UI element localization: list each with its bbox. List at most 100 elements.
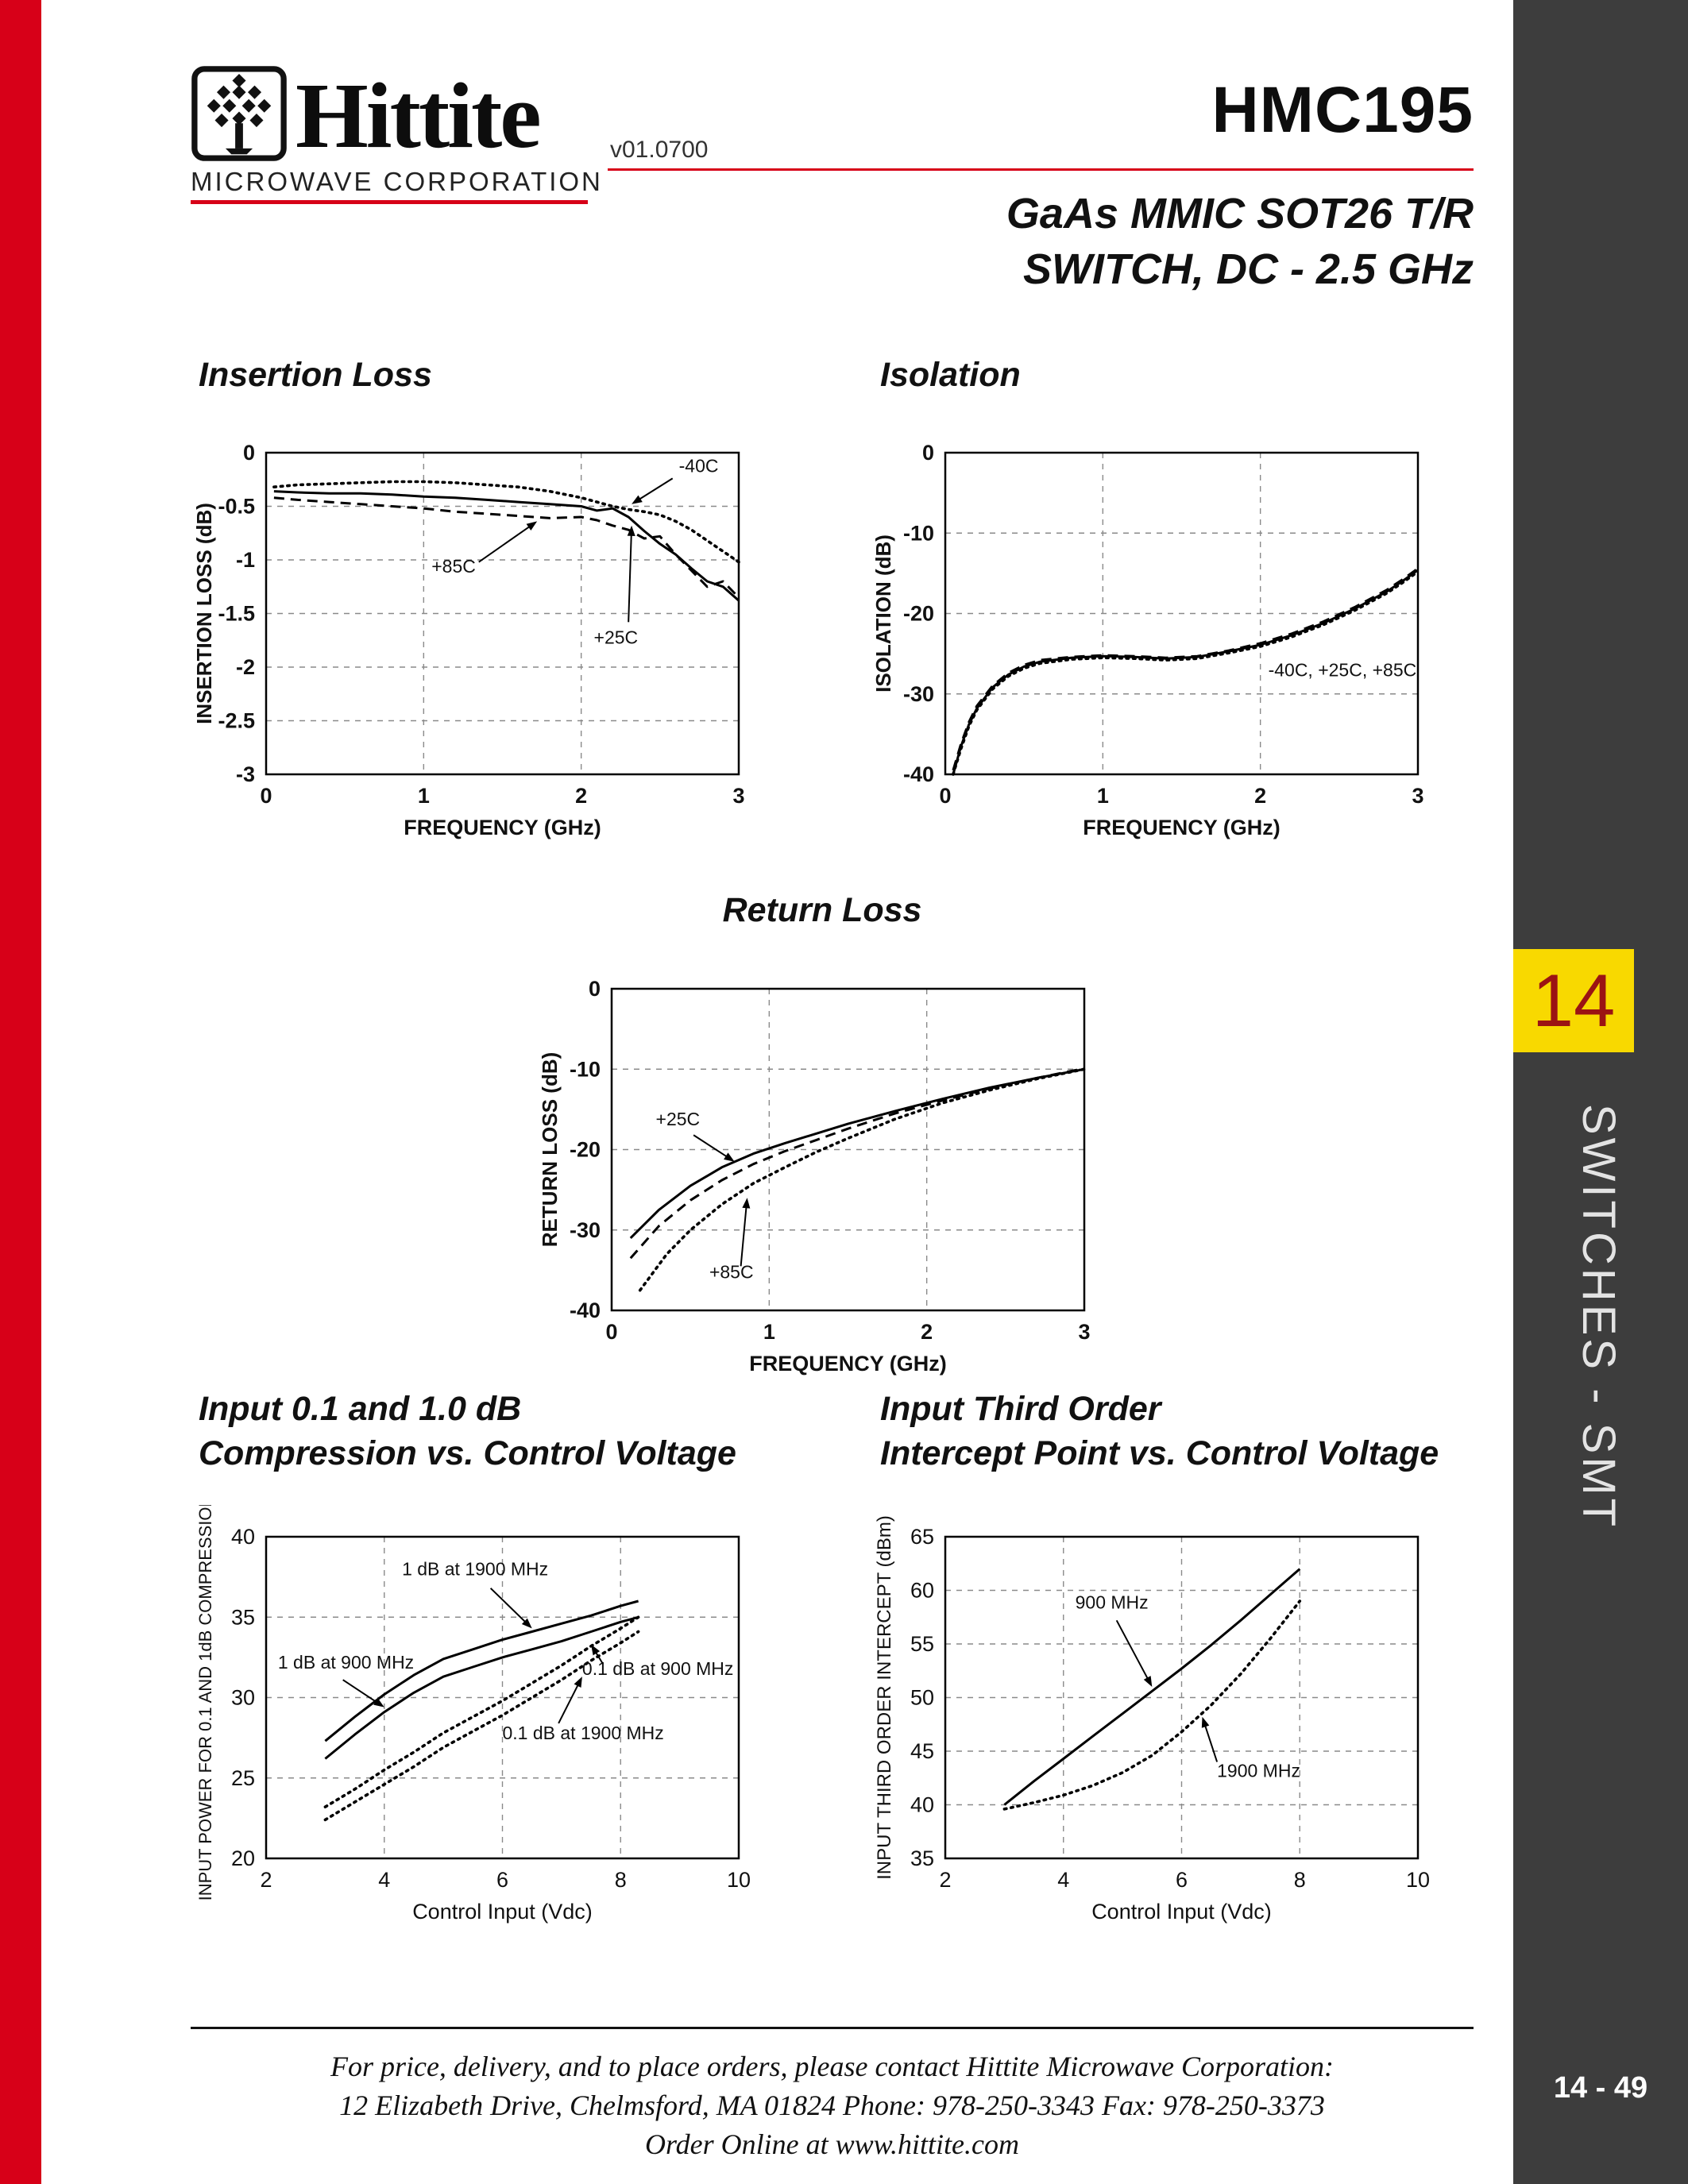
- x-tick-label: 8: [1294, 1868, 1306, 1892]
- y-tick-label: -10: [570, 1057, 601, 1081]
- part-number: HMC195: [1211, 74, 1474, 146]
- x-tick-label: 2: [939, 1868, 951, 1892]
- y-tick-label: -30: [570, 1218, 601, 1242]
- y-tick-label: -30: [903, 682, 934, 706]
- plot-border: [944, 451, 1420, 776]
- logo-subtext: MICROWAVE CORPORATION: [191, 167, 603, 196]
- annotation-arrow-head: [724, 1152, 735, 1162]
- chart-compression: 2 4 6 8 10 20 25 30 35 40 Control Input (Vdc) INPUT…: [191, 1495, 763, 1934]
- annotation-arrow-head: [373, 1698, 384, 1707]
- x-tick-label: 4: [1057, 1868, 1069, 1892]
- chapter-tab: 14: [1513, 949, 1634, 1052]
- annotation-arrow-head: [591, 1644, 601, 1656]
- subtitle-line2: SWITCH, DC - 2.5 GHz: [1022, 245, 1474, 293]
- subtitle-line1: GaAs MMIC SOT26 T/R: [1006, 190, 1474, 237]
- x-tick-label: 8: [615, 1868, 627, 1892]
- annotation-label: 1 dB at 1900 MHz: [402, 1559, 548, 1580]
- y-tick-label: 60: [910, 1579, 934, 1603]
- annotation-label: 1 dB at 900 MHz: [278, 1652, 414, 1673]
- y-axis-title: INPUT POWER FOR 0.1 AND 1dB COMPRESSION: [195, 1505, 215, 1900]
- annotation-label: 1900 MHz: [1217, 1760, 1300, 1781]
- footer-line2: 12 Elizabeth Drive, Chelmsford, MA 01824…: [339, 2089, 1325, 2121]
- x-axis-title: FREQUENCY (GHz): [404, 816, 601, 839]
- x-tick-label: 3: [1412, 784, 1423, 808]
- chart-return-loss: 0 1 2 3 0 -10 -20 -30 -40 FREQUENCY (GHz) RETURN L…: [536, 957, 1108, 1386]
- y-axis-title: INPUT THIRD ORDER INTERCEPT (dBm): [874, 1515, 895, 1880]
- chart-title-compression-line1: Input 0.1 and 1.0 dB: [199, 1390, 522, 1428]
- annotation-label: -40C: [679, 455, 719, 476]
- series-+85C: [638, 1067, 1086, 1292]
- annotation-label: +25C: [594, 627, 639, 647]
- chart-title-return-loss: Return Loss: [722, 891, 922, 929]
- annotation-arrow-head: [574, 1677, 582, 1688]
- y-tick-label: -10: [903, 521, 934, 545]
- series-1900 MHz: [1002, 1599, 1302, 1811]
- annotation-arrow-line: [558, 1682, 580, 1724]
- x-tick-label: 2: [260, 1868, 272, 1892]
- x-axis-title: FREQUENCY (GHz): [749, 1352, 947, 1376]
- y-tick-label: -2.5: [218, 709, 255, 733]
- series-+85C: [273, 496, 740, 599]
- annotation-label: 900 MHz: [1076, 1592, 1149, 1612]
- isolation-plot: 0 1 2 3 0 -10 -20 -30 -40 FREQUENCY (GHz) ISOLATIO…: [871, 441, 1424, 839]
- footer: For price, delivery, and to place orders…: [191, 2047, 1474, 2164]
- x-tick-label: 0: [605, 1320, 617, 1344]
- y-tick-label: -20: [903, 602, 934, 626]
- series--40C: [272, 480, 740, 564]
- x-tick-label: 10: [1406, 1868, 1430, 1892]
- annotation-label: +85C: [709, 1262, 754, 1283]
- y-tick-label: 55: [910, 1632, 934, 1656]
- series-0.1 dB at 900 MHz: [323, 1615, 640, 1808]
- y-tick-label: 65: [910, 1525, 934, 1549]
- y-tick-label: 30: [231, 1686, 255, 1710]
- x-tick-label: 2: [575, 784, 587, 808]
- series-+25C: [273, 490, 740, 602]
- series-0.1 dB at 1900 MHz: [323, 1630, 640, 1822]
- annotation-arrow-head: [526, 521, 538, 531]
- series-+25C: [952, 567, 1419, 771]
- annotation-arrow-line: [342, 1679, 379, 1704]
- annotation-arrow-line: [1203, 1723, 1219, 1762]
- chart-title-compression-line2: Compression vs. Control Voltage: [199, 1434, 736, 1472]
- annotation-arrow-head: [742, 1198, 751, 1209]
- annotation-label: +85C: [431, 556, 476, 577]
- plot-border: [265, 451, 740, 776]
- y-tick-label: -3: [236, 762, 255, 786]
- x-tick-label: 4: [378, 1868, 390, 1892]
- footer-rule: [191, 2027, 1474, 2029]
- x-tick-label: 6: [496, 1868, 508, 1892]
- annotation-arrow-line: [1115, 1619, 1149, 1681]
- right-sidebar: 14 SWITCHES - SMT 14 - 49: [1513, 0, 1688, 2184]
- y-tick-label: 0: [243, 441, 255, 465]
- x-tick-label: 3: [732, 784, 744, 808]
- y-tick-label: -1.5: [218, 602, 255, 626]
- x-tick-label: 3: [1078, 1320, 1090, 1344]
- annotation-arrow-line: [637, 477, 674, 501]
- annotation-arrow-head: [632, 495, 643, 504]
- chart-title-ip3-line2: Intercept Point vs. Control Voltage: [880, 1434, 1439, 1472]
- y-tick-label: 25: [231, 1766, 255, 1790]
- hittite-tree-logo-icon: [191, 66, 287, 161]
- annotation-arrow-head: [627, 525, 635, 536]
- x-axis-title: Control Input (Vdc): [1091, 1900, 1272, 1924]
- x-tick-label: 1: [763, 1320, 775, 1344]
- y-tick-label: 35: [910, 1846, 934, 1870]
- y-tick-label: 40: [910, 1793, 934, 1817]
- annotation-label: 0.1 dB at 900 MHz: [582, 1658, 734, 1679]
- footer-line3: Order Online at www.hittite.com: [645, 2128, 1019, 2160]
- x-tick-label: 2: [921, 1320, 933, 1344]
- plot-border: [944, 1535, 1420, 1860]
- page-number: 14 - 49: [1553, 2071, 1648, 2105]
- x-tick-label: 6: [1176, 1868, 1188, 1892]
- series-1 dB at 900 MHz: [324, 1615, 639, 1760]
- annotation-arrow-line: [740, 1205, 747, 1267]
- annotation-label: +25C: [656, 1109, 701, 1129]
- y-tick-label: 45: [910, 1739, 934, 1763]
- y-tick-label: -2: [236, 655, 255, 679]
- x-tick-label: 0: [939, 784, 951, 808]
- y-tick-label: -20: [570, 1138, 601, 1162]
- x-tick-label: 0: [260, 784, 272, 808]
- y-tick-label: 50: [910, 1686, 934, 1710]
- annotation-arrow-line: [478, 524, 532, 563]
